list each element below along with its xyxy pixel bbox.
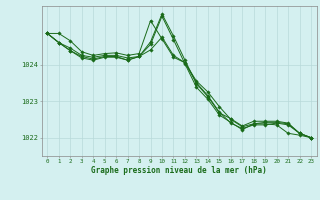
X-axis label: Graphe pression niveau de la mer (hPa): Graphe pression niveau de la mer (hPa)	[91, 166, 267, 175]
